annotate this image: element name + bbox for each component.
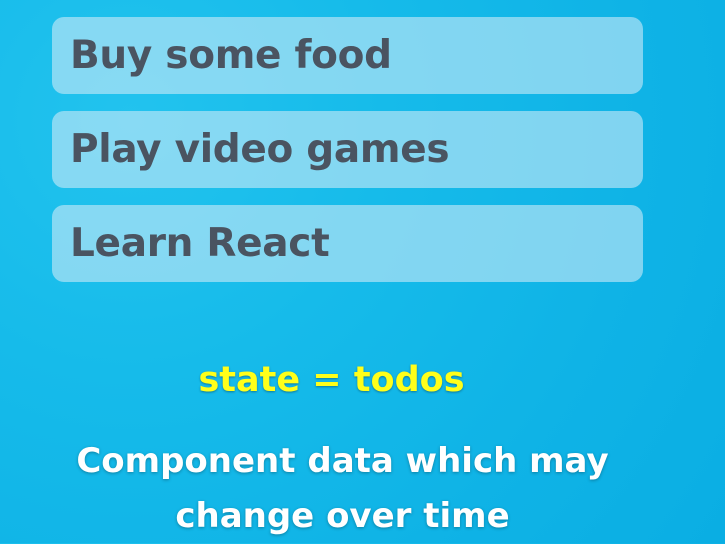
caption-line-2: change over time <box>175 496 510 536</box>
todo-label: Buy some food <box>70 33 392 78</box>
todo-item[interactable]: Buy some food <box>52 17 643 94</box>
todo-label: Learn React <box>70 221 330 266</box>
todo-item[interactable]: Learn React <box>52 205 643 282</box>
todo-label: Play video games <box>70 127 450 172</box>
todo-list: Buy some food Play video games Learn Rea… <box>52 17 643 299</box>
state-label: state = todos <box>198 360 465 400</box>
caption-line-1: Component data which may <box>76 441 609 481</box>
todo-item[interactable]: Play video games <box>52 111 643 188</box>
caption: Component data which may change over tim… <box>0 434 685 544</box>
